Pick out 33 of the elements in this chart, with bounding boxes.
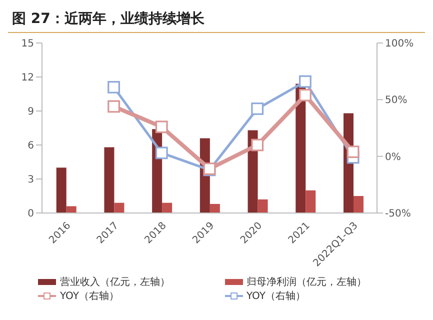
legend-label: YOY（右轴） bbox=[246, 290, 306, 303]
bar bbox=[354, 196, 364, 213]
legend-label: 归母净利润（亿元，左轴） bbox=[246, 276, 366, 289]
legend-label: YOY（右轴） bbox=[60, 290, 119, 303]
bar bbox=[306, 190, 316, 213]
y-tick-label: 9 bbox=[28, 106, 34, 118]
bar bbox=[162, 202, 172, 213]
y-tick-label: 6 bbox=[28, 140, 34, 152]
y-tick-label: 3 bbox=[28, 174, 34, 186]
bar bbox=[210, 204, 220, 213]
bar bbox=[56, 168, 66, 213]
bar bbox=[104, 147, 114, 213]
legend-label: 营业收入（亿元，左轴） bbox=[60, 276, 170, 289]
bar bbox=[258, 199, 268, 213]
point bbox=[346, 146, 360, 158]
point bbox=[299, 88, 312, 102]
y2-tick-label: 100% bbox=[385, 38, 414, 50]
point bbox=[155, 146, 168, 160]
y2-tick-label: 50% bbox=[385, 95, 408, 106]
y-tick-label: 12 bbox=[21, 72, 34, 84]
point bbox=[108, 100, 120, 113]
bar bbox=[66, 206, 76, 213]
point bbox=[251, 102, 264, 115]
chart-title: 图 27：近两年，业绩持续增长 bbox=[8, 8, 425, 33]
point bbox=[155, 120, 168, 134]
point bbox=[251, 138, 264, 152]
bar bbox=[114, 202, 124, 213]
y-tick-label: 0 bbox=[28, 208, 34, 220]
point bbox=[299, 75, 312, 88]
y-tick-label: 15 bbox=[21, 38, 34, 50]
point bbox=[108, 80, 120, 94]
y2-tick-label: -50% bbox=[385, 208, 411, 220]
y2-tick-label: 0% bbox=[385, 152, 401, 163]
